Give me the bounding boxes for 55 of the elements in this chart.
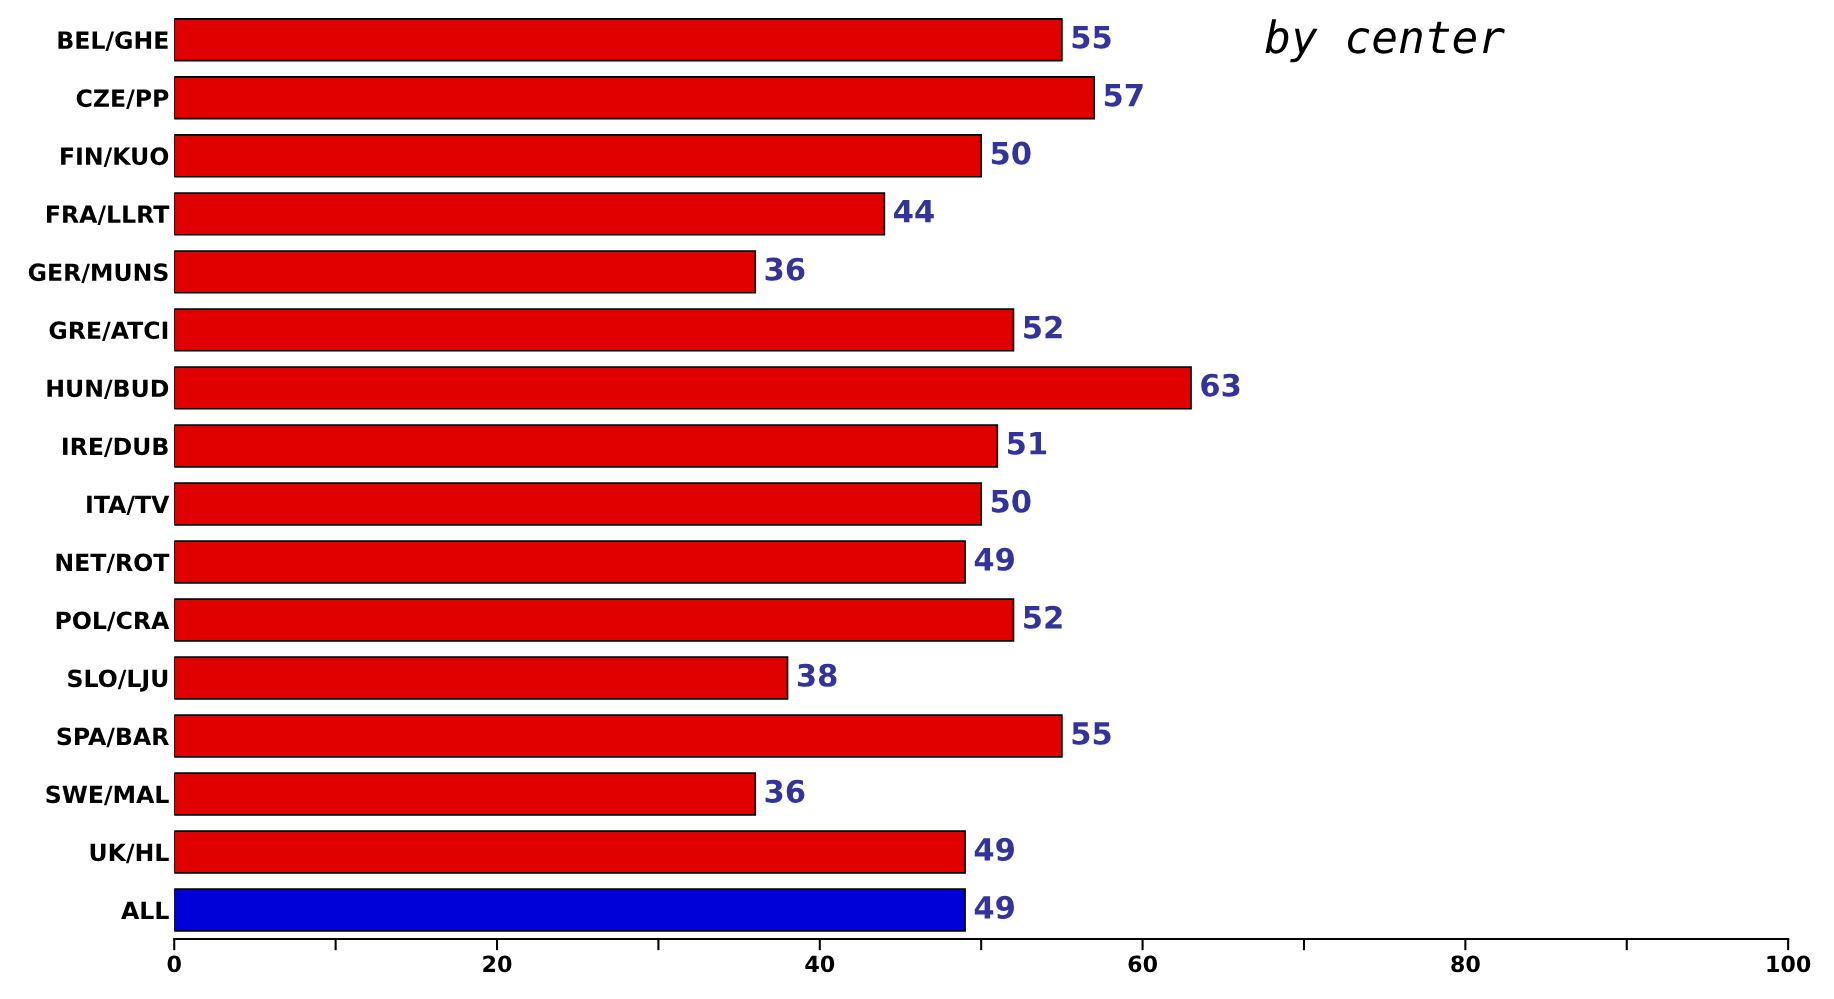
data-label: 63 [1201, 373, 1240, 397]
bar [174, 772, 757, 816]
data-label: 52 [1024, 605, 1062, 629]
x-tick-label: 40 [805, 955, 835, 973]
bar [174, 192, 886, 236]
bar [174, 888, 966, 932]
data-label: 49 [974, 895, 1014, 919]
bar [174, 482, 983, 526]
bar [174, 366, 1192, 410]
y-tick-label: FIN/KUO [61, 147, 169, 167]
y-tick-label: CZE/PP [76, 89, 169, 109]
y-tick-label: ITA/TV [87, 495, 170, 516]
bar [174, 134, 983, 178]
data-label: 57 [1104, 83, 1143, 107]
data-label: 50 [991, 141, 1031, 165]
x-tick-label: 20 [483, 955, 512, 973]
chart-title: by center [1265, 19, 1505, 63]
bar [174, 424, 999, 468]
data-label: 36 [765, 779, 805, 803]
y-tick-label: BEL/GHE [58, 31, 168, 51]
bar [174, 656, 789, 700]
bar [174, 830, 966, 874]
data-label: 51 [1008, 432, 1047, 455]
y-tick-label: ALL [121, 901, 169, 920]
data-label: 49 [974, 547, 1014, 571]
x-tick-label: 0 [167, 955, 181, 973]
x-tick-label: 80 [1451, 955, 1480, 973]
data-label: 50 [991, 489, 1031, 513]
data-label: 52 [1024, 315, 1062, 339]
data-label: 38 [797, 663, 837, 687]
y-tick-label: POL/CRA [56, 611, 170, 632]
y-tick-label: NET/ROT [56, 553, 170, 574]
y-tick-label: SLO/LJU [68, 669, 168, 692]
y-tick-label: GER/MUNS [28, 263, 168, 284]
y-tick-label: UK/HL [90, 843, 169, 864]
x-tick-label: 100 [1767, 955, 1811, 973]
bar [174, 540, 966, 584]
y-tick-label: FRA/LLRT [47, 205, 170, 226]
bar [174, 308, 1015, 352]
bar [174, 250, 757, 294]
bar [174, 76, 1095, 120]
data-label: 44 [894, 200, 934, 223]
y-tick-label: SPA/BAR [57, 727, 169, 748]
y-tick-label: IRE/DUB [63, 437, 168, 458]
data-label: 55 [1072, 722, 1111, 745]
bar [174, 18, 1063, 62]
y-tick-label: GRE/ATCI [49, 321, 168, 342]
bar [174, 598, 1015, 642]
y-tick-label: SWE/MAL [46, 785, 169, 806]
data-label: 49 [974, 837, 1014, 861]
x-tick-label: 60 [1128, 955, 1157, 973]
y-tick-label: HUN/BUD [47, 379, 169, 400]
data-label: 36 [765, 257, 805, 281]
data-label: 55 [1072, 25, 1111, 49]
bar [174, 714, 1063, 758]
